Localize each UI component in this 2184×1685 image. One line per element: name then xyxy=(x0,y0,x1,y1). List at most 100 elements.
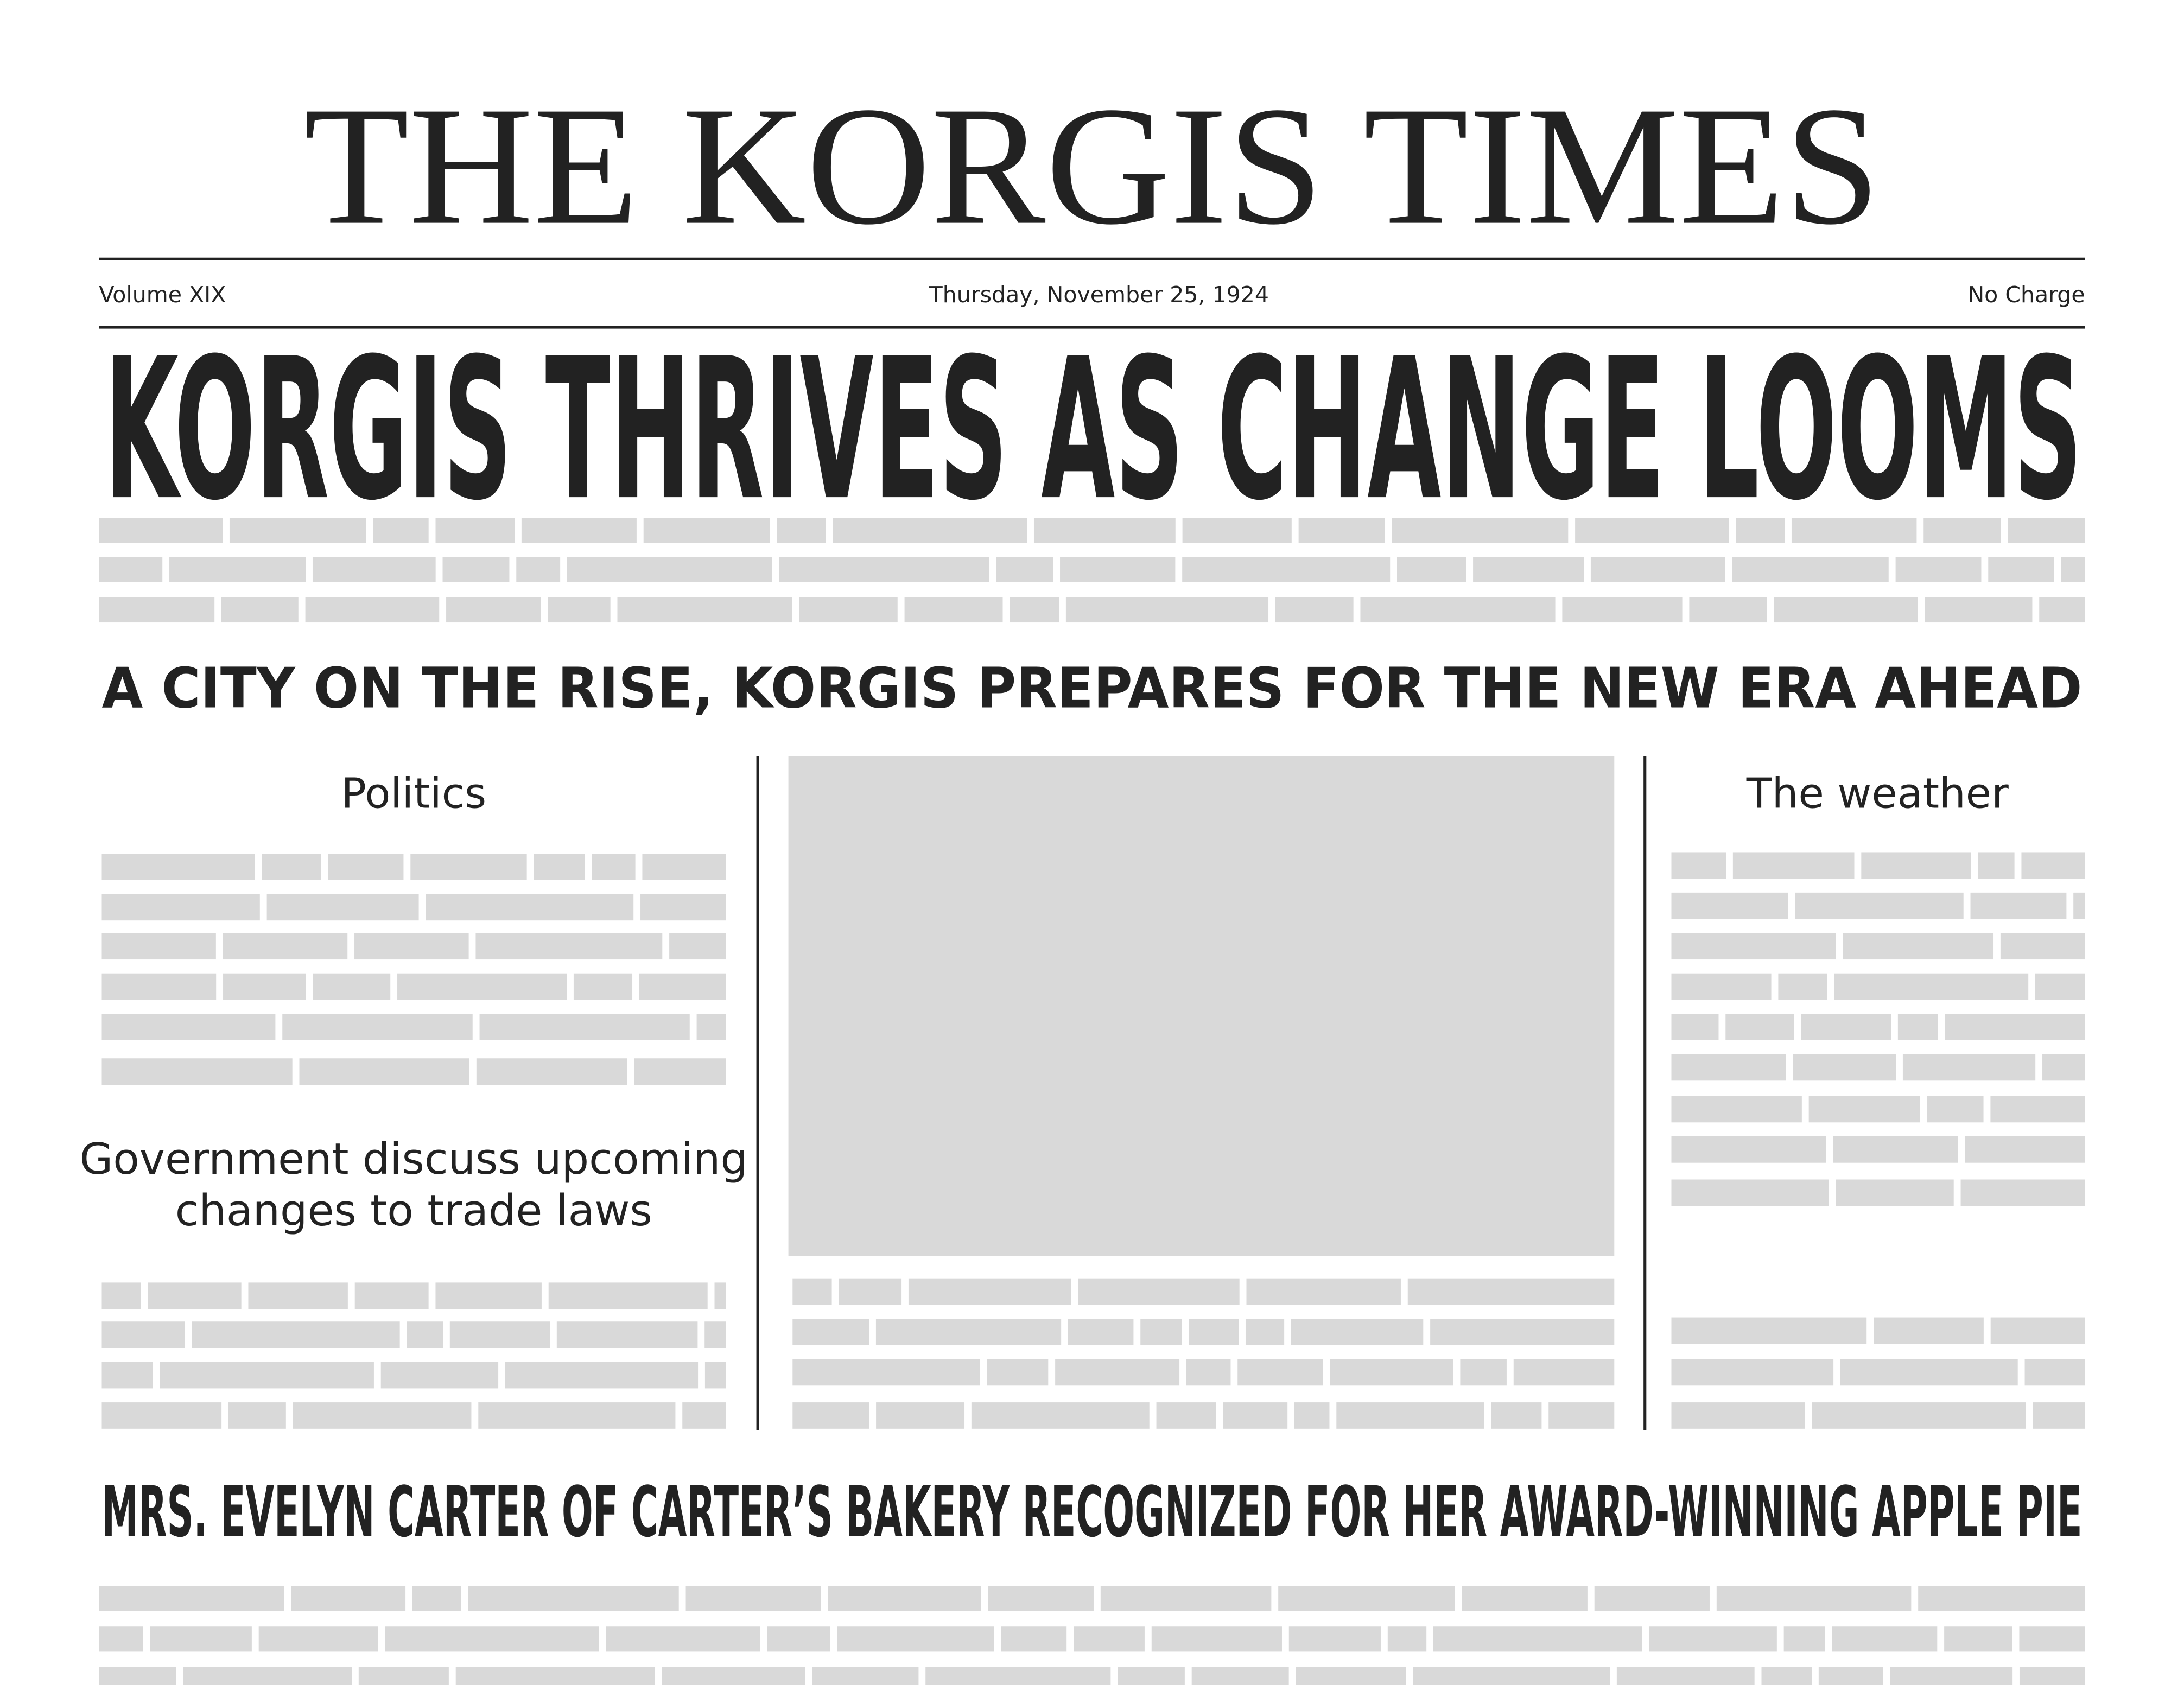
placeholder-line xyxy=(1671,1096,1802,1123)
placeholder-line xyxy=(262,854,321,880)
placeholder-line xyxy=(1140,1319,1182,1345)
placeholder-line xyxy=(592,854,636,880)
masthead: THE KORGIS TIMES xyxy=(304,72,1881,260)
text-placeholder xyxy=(99,518,2085,1685)
placeholder-line xyxy=(556,1321,698,1348)
placeholder-line xyxy=(1736,518,1785,543)
placeholder-line xyxy=(312,557,436,582)
placeholder-line xyxy=(1897,1014,1938,1040)
placeholder-line xyxy=(1732,852,1855,879)
placeholder-line xyxy=(1156,1402,1216,1429)
column-subheading: Government discuss upcoming xyxy=(80,1134,748,1184)
placeholder-line xyxy=(1732,557,1889,582)
placeholder-line xyxy=(1413,1667,1610,1685)
placeholder-line xyxy=(777,518,826,543)
placeholder-line xyxy=(662,1667,805,1685)
placeholder-line xyxy=(1791,518,1917,543)
placeholder-line xyxy=(640,894,726,921)
placeholder-line xyxy=(1182,557,1391,582)
placeholder-line xyxy=(1473,557,1584,582)
placeholder-line xyxy=(1808,1096,1920,1123)
placeholder-line xyxy=(839,1278,902,1305)
placeholder-line xyxy=(1783,1626,1825,1652)
headline: KORGIS THRIVES AS CHANGE LOOMS xyxy=(105,316,2083,543)
column-heading: Politics xyxy=(341,770,487,818)
placeholder-line xyxy=(828,1586,981,1611)
placeholder-line xyxy=(358,1667,449,1685)
placeholder-line xyxy=(1725,1014,1794,1040)
placeholder-line xyxy=(1671,973,1772,1000)
placeholder-line xyxy=(192,1321,400,1348)
placeholder-line xyxy=(1671,1359,1834,1386)
placeholder-line xyxy=(478,1402,676,1429)
placeholder-line xyxy=(1944,1626,2012,1652)
placeholder-line xyxy=(987,1359,1049,1386)
placeholder-line xyxy=(1843,933,1994,960)
placeholder-line xyxy=(1689,597,1767,623)
placeholder-line xyxy=(99,557,163,582)
placeholder-line xyxy=(1965,1136,2085,1163)
placeholder-line xyxy=(446,597,541,623)
placeholder-line xyxy=(1836,1179,1954,1206)
placeholder-line xyxy=(505,1362,699,1389)
placeholder-line xyxy=(1296,1667,1406,1685)
date: Thursday, November 25, 1924 xyxy=(929,282,1269,308)
placeholder-line xyxy=(266,894,419,921)
bottom-headline: MRS. EVELYN CARTER OF CARTER’S BAKERY RE… xyxy=(101,1472,2082,1553)
placeholder-line xyxy=(101,1014,276,1040)
placeholder-line xyxy=(1237,1359,1323,1386)
placeholder-line xyxy=(1990,1317,2085,1344)
placeholder-line xyxy=(1245,1319,1285,1345)
placeholder-line xyxy=(2019,1667,2085,1685)
column-divider xyxy=(1643,756,1647,1430)
placeholder-line xyxy=(606,1626,760,1652)
placeholder-line xyxy=(1918,1586,2085,1611)
placeholder-line xyxy=(99,1586,284,1611)
placeholder-line xyxy=(1387,1626,1427,1652)
volume: Volume XIX xyxy=(99,282,226,308)
placeholder-line xyxy=(617,597,792,623)
placeholder-line xyxy=(2008,518,2085,543)
placeholder-line xyxy=(101,854,255,880)
placeholder-line xyxy=(1460,1359,1507,1386)
column-divider xyxy=(756,756,759,1430)
placeholder-line xyxy=(1671,1402,1805,1429)
placeholder-line xyxy=(1246,1278,1401,1305)
placeholder-line xyxy=(1223,1402,1288,1429)
placeholder-line xyxy=(1118,1667,1185,1685)
placeholder-line xyxy=(1594,1586,1710,1611)
placeholder-line xyxy=(435,1282,542,1309)
placeholder-line xyxy=(183,1667,352,1685)
placeholder-line xyxy=(468,1586,679,1611)
placeholder-line xyxy=(442,557,510,582)
placeholder-line xyxy=(229,518,366,543)
placeholder-line xyxy=(1407,1278,1615,1305)
placeholder-line xyxy=(1861,852,1971,879)
placeholder-line xyxy=(904,597,1003,623)
placeholder-line xyxy=(1925,597,2033,623)
placeholder-line xyxy=(1833,1136,1958,1163)
placeholder-line xyxy=(1462,1586,1588,1611)
placeholder-line xyxy=(221,597,299,623)
placeholder-line xyxy=(1778,973,1827,1000)
placeholder-line xyxy=(767,1626,830,1652)
placeholder-line xyxy=(1575,518,1729,543)
placeholder-line xyxy=(1491,1402,1542,1429)
placeholder-line xyxy=(99,1667,176,1685)
placeholder-line xyxy=(1182,518,1292,543)
placeholder-line xyxy=(1189,1319,1239,1345)
placeholder-line xyxy=(1433,1626,1642,1652)
placeholder-line xyxy=(2024,1359,2085,1386)
placeholder-line xyxy=(1275,597,1354,623)
placeholder-line xyxy=(1671,892,1788,919)
placeholder-line xyxy=(160,1362,374,1389)
placeholder-line xyxy=(1812,1402,2026,1429)
placeholder-line xyxy=(2021,852,2085,879)
placeholder-line xyxy=(792,1319,869,1345)
placeholder-line xyxy=(1294,1402,1330,1429)
placeholder-line xyxy=(1055,1359,1180,1386)
placeholder-line xyxy=(373,518,429,543)
placeholder-line xyxy=(1298,518,1385,543)
placeholder-line xyxy=(1010,597,1059,623)
